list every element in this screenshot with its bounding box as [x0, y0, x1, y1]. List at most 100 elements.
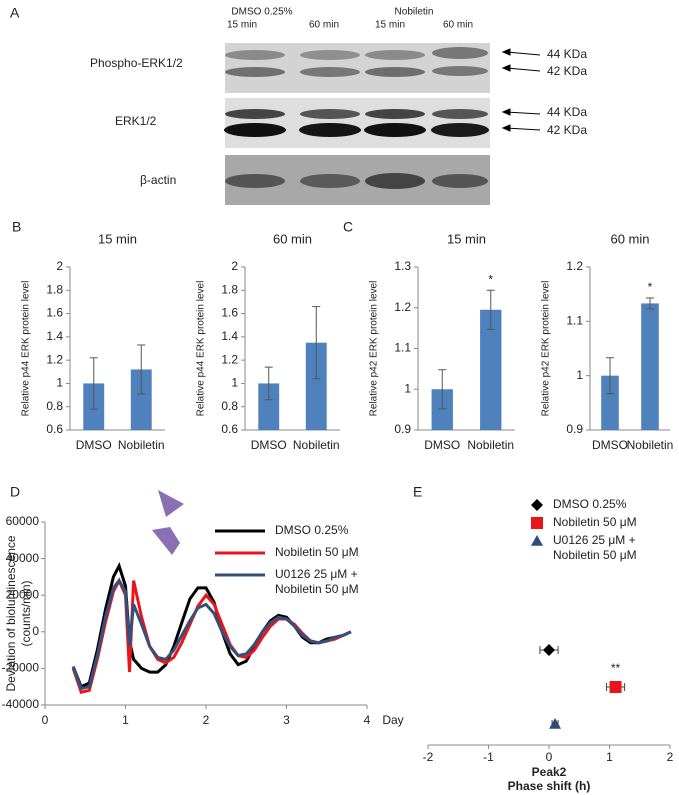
legend-marker: [531, 499, 543, 511]
blot-arrows: [501, 48, 541, 132]
band-label: 42 KDa: [547, 123, 587, 137]
legend-label: U0126 25 μM + Nobiletin 50 μM: [275, 567, 359, 596]
x-tick-label: 0: [546, 750, 553, 764]
x-tick-label: Nobiletin: [627, 438, 674, 452]
x-tick-label: 4: [364, 713, 371, 727]
blot-image: [224, 43, 490, 205]
y-tick-label: 1.6: [221, 306, 238, 320]
y-axis-label: Deviation of bioluminescence: [4, 535, 18, 691]
y-tick-label: 1: [404, 381, 411, 395]
panel-label: D: [10, 484, 20, 500]
panel-label: B: [12, 219, 21, 235]
x-tick-label: -1: [483, 750, 494, 764]
y-tick-label: 1.4: [221, 329, 238, 343]
group-header: DMSO 0.25%: [231, 7, 292, 18]
y-tick-label: 1.1: [566, 314, 583, 328]
y-axis-label: Relative p44 ERK protein level: [21, 281, 32, 417]
point: [609, 681, 622, 693]
x-axis-label: Phase shift (h): [508, 779, 591, 793]
y-tick-label: 1.4: [46, 329, 63, 343]
arrow-marker: [152, 527, 180, 555]
time-header: 15 min: [375, 20, 405, 31]
y-tick-label: 40000: [6, 551, 40, 565]
y-tick-label: 2: [231, 259, 238, 273]
x-axis-label: Day: [382, 713, 403, 727]
significance: *: [648, 280, 653, 294]
y-tick-label: 0.9: [394, 422, 411, 436]
bar: [601, 375, 619, 430]
y-tick-label: 1.1: [394, 341, 411, 355]
row-label: Phospho-ERK1/2: [90, 56, 183, 70]
chart-title: 15 min: [447, 231, 486, 246]
bar: [431, 389, 453, 430]
chart-title: 60 min: [273, 231, 312, 246]
y-tick-label: 1.3: [394, 259, 411, 273]
line-series: [71, 577, 352, 691]
y-tick-label: 1.2: [394, 300, 411, 314]
y-tick-label: 1: [56, 376, 63, 390]
x-axis-label: Peak2: [532, 765, 567, 779]
panel-label: C: [343, 219, 353, 235]
x-tick-label: 2: [203, 713, 210, 727]
legend-label: DMSO 0.25%: [553, 497, 627, 511]
legend-marker: [531, 535, 543, 546]
time-header: 60 min: [443, 20, 473, 31]
row-label: β-actin: [140, 173, 176, 187]
bar: [258, 383, 280, 430]
significance: **: [611, 661, 621, 675]
bar: [305, 342, 327, 430]
y-tick-label: 2: [56, 259, 63, 273]
x-tick-label: 2: [667, 750, 674, 764]
y-tick-label: 1.2: [221, 352, 238, 366]
significance: *: [488, 272, 493, 286]
y-tick-label: 0.8: [46, 399, 63, 413]
bar: [130, 369, 152, 430]
x-tick-label: DMSO: [76, 438, 112, 452]
y-axis-label: Relative p44 ERK protein level: [196, 281, 207, 417]
y-tick-label: 1.8: [221, 282, 238, 296]
x-tick-label: 0: [42, 713, 49, 727]
x-tick-label: DMSO: [592, 438, 628, 452]
legend-label: Nobiletin 50 μM: [275, 545, 359, 559]
point: [549, 718, 562, 729]
band-label: 44 KDa: [547, 47, 587, 61]
y-tick-label: 60000: [6, 514, 40, 528]
legend-label: Nobiletin 50 μM: [553, 515, 637, 529]
y-tick-label: 1.8: [46, 282, 63, 296]
bar: [480, 309, 502, 430]
legend-marker: [531, 517, 543, 529]
y-tick-label: 0.6: [46, 422, 63, 436]
y-tick-label: -40000: [2, 697, 40, 711]
chart-title: 15 min: [98, 231, 137, 246]
y-tick-label: 0: [32, 624, 39, 638]
x-tick-label: 1: [606, 750, 613, 764]
x-tick-label: -2: [423, 750, 434, 764]
y-tick-label: 1: [231, 376, 238, 390]
y-axis-label: (counts/min): [19, 580, 33, 646]
time-header: 15 min: [227, 20, 257, 31]
y-tick-label: 0.8: [221, 399, 238, 413]
y-axis-label: Relative p42 ERK protein level: [369, 281, 380, 417]
y-tick-label: 1.2: [566, 259, 583, 273]
chart-title: 60 min: [610, 231, 649, 246]
x-tick-label: Nobiletin: [118, 438, 165, 452]
band-label: 44 KDa: [547, 105, 587, 119]
panel-label: E: [413, 484, 422, 500]
y-axis-label: Relative p42 ERK protein level: [541, 281, 552, 417]
legend-label: U0126 25 μM + Nobiletin 50 μM: [553, 533, 637, 562]
arrow-marker: [158, 490, 184, 517]
y-tick-label: 20000: [6, 587, 40, 601]
y-tick-label: 0.6: [221, 422, 238, 436]
x-tick-label: Nobiletin: [467, 438, 514, 452]
panel-label: A: [10, 5, 20, 21]
band-label: 42 KDa: [547, 64, 587, 78]
x-tick-label: DMSO: [424, 438, 460, 452]
legend-label: DMSO 0.25%: [275, 523, 349, 537]
x-tick-label: Nobiletin: [293, 438, 340, 452]
x-tick-label: DMSO: [251, 438, 287, 452]
y-tick-label: 1.2: [46, 352, 63, 366]
y-tick-label: -20000: [2, 661, 40, 675]
row-label: ERK1/2: [115, 114, 157, 128]
